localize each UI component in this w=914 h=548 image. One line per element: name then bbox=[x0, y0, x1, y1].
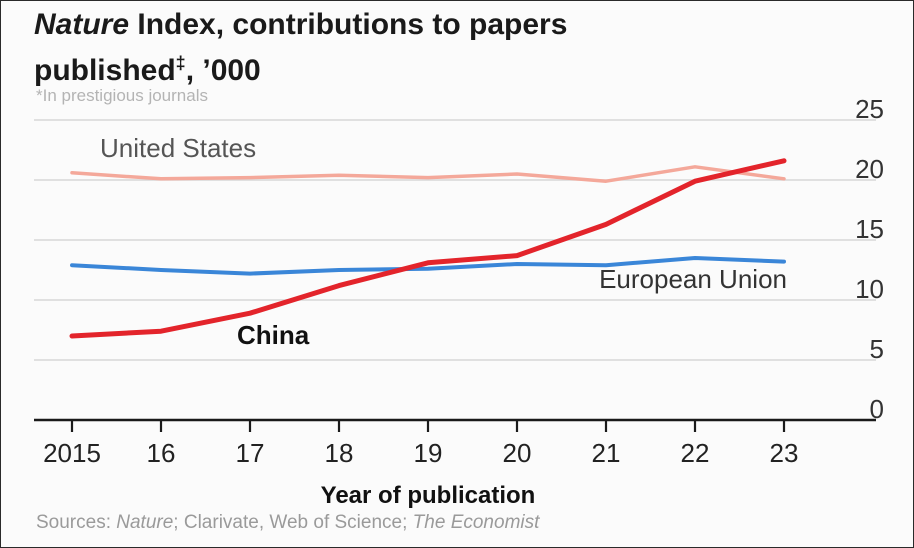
series-label-china: China bbox=[237, 320, 310, 350]
x-tick-label-2021: 21 bbox=[592, 438, 621, 468]
source-nature: Nature bbox=[116, 512, 174, 533]
x-tick-label-2019: 19 bbox=[414, 438, 443, 468]
series-line-european-union bbox=[70, 256, 786, 276]
y-tick-label-25: 25 bbox=[855, 94, 884, 124]
source-economist: The Economist bbox=[412, 512, 540, 533]
y-tick-label-15: 15 bbox=[855, 214, 884, 244]
y-tick-label-10: 10 bbox=[855, 274, 884, 304]
chart-source: Sources: Nature; Clarivate, Web of Scien… bbox=[36, 512, 539, 534]
x-tick-label-2015: 2015 bbox=[43, 438, 101, 468]
x-tick-label-2023: 23 bbox=[770, 438, 799, 468]
series-labels: United States European Union China bbox=[100, 133, 787, 350]
y-tick-label-5: 5 bbox=[870, 334, 884, 364]
series-lines bbox=[69, 158, 787, 339]
x-tick-label-2018: 18 bbox=[325, 438, 354, 468]
series-label-european-union: European Union bbox=[599, 264, 787, 294]
series-line-united-states bbox=[70, 165, 786, 183]
title-unit: , ’000 bbox=[185, 54, 261, 87]
title-footnote-mark: ‡ bbox=[175, 53, 186, 73]
x-tick-label-2022: 22 bbox=[681, 438, 710, 468]
x-axis bbox=[34, 418, 876, 432]
title-text: Index, contributions to papers published bbox=[34, 8, 568, 87]
y-tick-label-0: 0 bbox=[870, 394, 884, 424]
x-axis-labels: 2015 16 17 18 19 20 21 22 23 bbox=[43, 438, 798, 468]
series-line-china bbox=[69, 158, 787, 339]
chart-footnote: *In prestigious journals bbox=[36, 86, 208, 105]
chart-title: Nature Index, contributions to papers pu… bbox=[34, 6, 654, 90]
source-prefix: Sources: bbox=[36, 512, 117, 533]
series-label-united-states: United States bbox=[100, 133, 256, 163]
x-tick-label-2017: 17 bbox=[236, 438, 265, 468]
x-tick-label-2020: 20 bbox=[503, 438, 532, 468]
title-nature: Nature bbox=[34, 8, 130, 41]
y-axis-labels: 0 5 10 15 20 25 bbox=[855, 94, 884, 424]
x-tick-label-2016: 16 bbox=[147, 438, 176, 468]
source-middle: ; Clarivate, Web of Science; bbox=[173, 512, 413, 533]
x-axis-title: Year of publication bbox=[321, 482, 536, 509]
y-tick-label-20: 20 bbox=[855, 154, 884, 184]
